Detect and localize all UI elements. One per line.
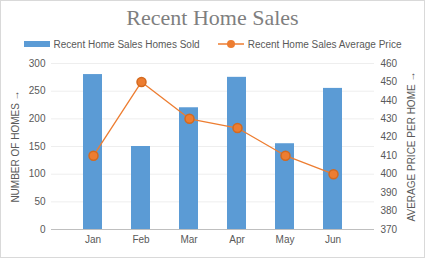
svg-text:400: 400 — [381, 168, 398, 179]
svg-text:450: 450 — [381, 76, 398, 87]
svg-text:100: 100 — [29, 168, 46, 179]
svg-text:420: 420 — [381, 131, 398, 142]
svg-text:380: 380 — [381, 205, 398, 216]
svg-text:Jun: Jun — [325, 234, 341, 245]
html-text:Recent Home Sales Homes Sold: Recent Home Sales Homes Sold — [53, 38, 200, 50]
svg-text:390: 390 — [381, 187, 398, 198]
svg-text:430: 430 — [381, 113, 398, 124]
html-text:Recent Home Sales: Recent Home Sales — [126, 5, 299, 30]
svg-text:50: 50 — [34, 196, 46, 207]
svg-text:460: 460 — [381, 58, 398, 69]
svg-text:440: 440 — [381, 95, 398, 106]
svg-text:AVERAGE PRICE PER HOME →: AVERAGE PRICE PER HOME → — [406, 72, 417, 222]
svg-text:200: 200 — [29, 113, 46, 124]
svg-text:NUMBER OF HOMES →: NUMBER OF HOMES → — [10, 90, 21, 202]
svg-text:May: May — [276, 234, 295, 245]
svg-text:Mar: Mar — [180, 234, 198, 245]
svg-text:Jan: Jan — [85, 234, 101, 245]
svg-text:Apr: Apr — [229, 234, 245, 245]
svg-text:150: 150 — [29, 141, 46, 152]
html-text:Recent Home Sales Average Pric: Recent Home Sales Average Price — [247, 38, 402, 50]
svg-text:300: 300 — [29, 58, 46, 69]
svg-text:0: 0 — [40, 224, 46, 235]
svg-text:250: 250 — [29, 85, 46, 96]
svg-text:Feb: Feb — [132, 234, 150, 245]
svg-text:370: 370 — [381, 224, 398, 235]
svg-text:410: 410 — [381, 150, 398, 161]
